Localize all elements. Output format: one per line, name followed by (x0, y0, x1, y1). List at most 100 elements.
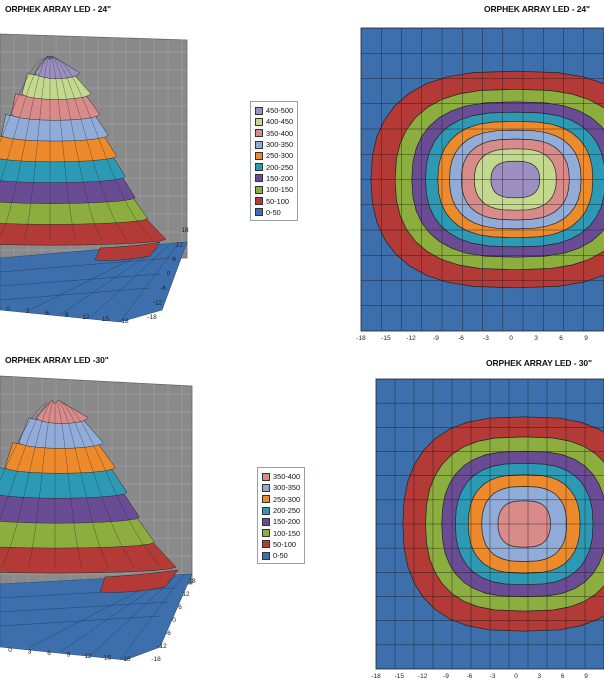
x-tick-label: -9 (443, 673, 449, 678)
legend-swatch (255, 118, 263, 126)
legend-swatch (255, 197, 263, 205)
legend-swatch (262, 473, 270, 481)
x-tick-label: 0 (8, 647, 12, 654)
legend-label: 100-150 (273, 529, 300, 538)
x-tick-label: 15 (104, 655, 112, 662)
legend-item: 150-200 (262, 516, 300, 527)
legend-swatch (262, 495, 270, 503)
legend-label: 200-250 (273, 506, 300, 515)
x-tick-label: 6 (561, 673, 565, 678)
depth-tick-label: 18 (188, 578, 196, 585)
x-tick-label: 0 (6, 306, 10, 313)
x-tick-label: 18 (123, 656, 131, 663)
legend-label: 250-300 (266, 151, 293, 160)
x-tick-label: 12 (84, 653, 92, 660)
depth-tick-label: 0 (167, 271, 171, 278)
contour-chart-30: -18 -15 -12 -9 -6 -3 0 3 6 9 (354, 358, 604, 678)
legend-label: 0-50 (266, 208, 281, 217)
legend-label: 50-100 (266, 197, 289, 206)
x-tick-label: 9 (584, 673, 588, 678)
legend-item: 400-450 (255, 116, 293, 127)
depth-tick-label: -12 (153, 300, 163, 307)
legend-label: 150-200 (266, 174, 293, 183)
legend-swatch (262, 552, 270, 560)
depth-tick-label: 6 (172, 256, 176, 263)
legend-item: 350-400 (262, 471, 300, 482)
legend-swatch (262, 518, 270, 526)
x-tick-label: -12 (418, 673, 428, 678)
legend-swatch (255, 152, 263, 160)
x-tick-label: -6 (466, 673, 472, 678)
x-tick-label: 9 (584, 335, 588, 340)
x-tick-label: 6 (47, 650, 51, 657)
legend-item: 50-100 (262, 539, 300, 550)
x-tick-label: 3 (534, 335, 538, 340)
legend-swatch (255, 107, 263, 115)
legend-item: 450-500 (255, 105, 293, 116)
x-tick-label: -18 (371, 673, 381, 678)
legend-30: 350-400 300-350 250-300 200-250 150-200 100-1… (257, 467, 305, 564)
depth-tick-label: -6 (160, 285, 166, 292)
x-tick-label: -9 (433, 335, 439, 340)
legend-item: 0-50 (255, 207, 293, 218)
legend-item: 350-400 (255, 128, 293, 139)
legend-label: 300-350 (266, 140, 293, 149)
legend-label: 350-400 (266, 129, 293, 138)
legend-item: 200-250 (262, 505, 300, 516)
legend-swatch (255, 129, 263, 137)
x-tick-label: 0 (514, 673, 518, 678)
depth-tick-label: 18 (181, 227, 189, 234)
x-tick-label: -15 (395, 673, 405, 678)
x-tick-label: -3 (490, 673, 496, 678)
x-tick-label: -6 (458, 335, 464, 340)
x-tick-label: -15 (381, 335, 391, 340)
legend-item: 250-300 (262, 494, 300, 505)
depth-tick-label: -18 (147, 314, 157, 321)
legend-label: 350-400 (273, 472, 300, 481)
depth-tick-label: -18 (151, 656, 161, 663)
legend-item: 200-250 (255, 161, 293, 172)
legend-item: 0-50 (262, 550, 300, 561)
depth-tick-label: 0 (172, 617, 176, 624)
x-tick-label: 3 (538, 673, 542, 678)
legend-swatch (262, 484, 270, 492)
legend-label: 100-150 (266, 185, 293, 194)
legend-item: 300-350 (262, 482, 300, 493)
legend-item: 50-100 (255, 195, 293, 206)
legend-swatch (255, 186, 263, 194)
legend-label: 200-250 (266, 163, 293, 172)
x-tick-label: -12 (406, 335, 416, 340)
legend-label: 250-300 (273, 495, 300, 504)
legend-swatch (262, 529, 270, 537)
legend-item: 250-300 (255, 150, 293, 161)
x-tick-label: 18 (121, 318, 129, 325)
depth-tick-label: -12 (157, 643, 167, 650)
x-tick-label: 9 (67, 652, 71, 659)
depth-tick-label: -6 (165, 630, 171, 637)
x-tick-label: 0 (509, 335, 513, 340)
x-tick-label: 3 (28, 649, 32, 656)
legend-label: 300-350 (273, 483, 300, 492)
x-tick-label: 15 (102, 316, 110, 323)
legend-item: 100-150 (262, 527, 300, 538)
x-tick-label: 6 (45, 310, 49, 317)
legend-label: 150-200 (273, 517, 300, 526)
legend-swatch (255, 208, 263, 216)
legend-item: 100-150 (255, 184, 293, 195)
legend-label: 50-100 (273, 540, 296, 549)
legend-swatch (262, 507, 270, 515)
x-tick-label: 9 (65, 312, 69, 319)
x-tick-label: 6 (559, 335, 563, 340)
x-tick-label: -3 (483, 335, 489, 340)
legend-item: 150-200 (255, 173, 293, 184)
legend-swatch (255, 174, 263, 182)
x-tick-label: 3 (26, 308, 30, 315)
legend-label: 400-450 (266, 117, 293, 126)
depth-tick-label: 6 (178, 604, 182, 611)
legend-item: 300-350 (255, 139, 293, 150)
legend-swatch (262, 540, 270, 548)
legend-swatch (255, 163, 263, 171)
